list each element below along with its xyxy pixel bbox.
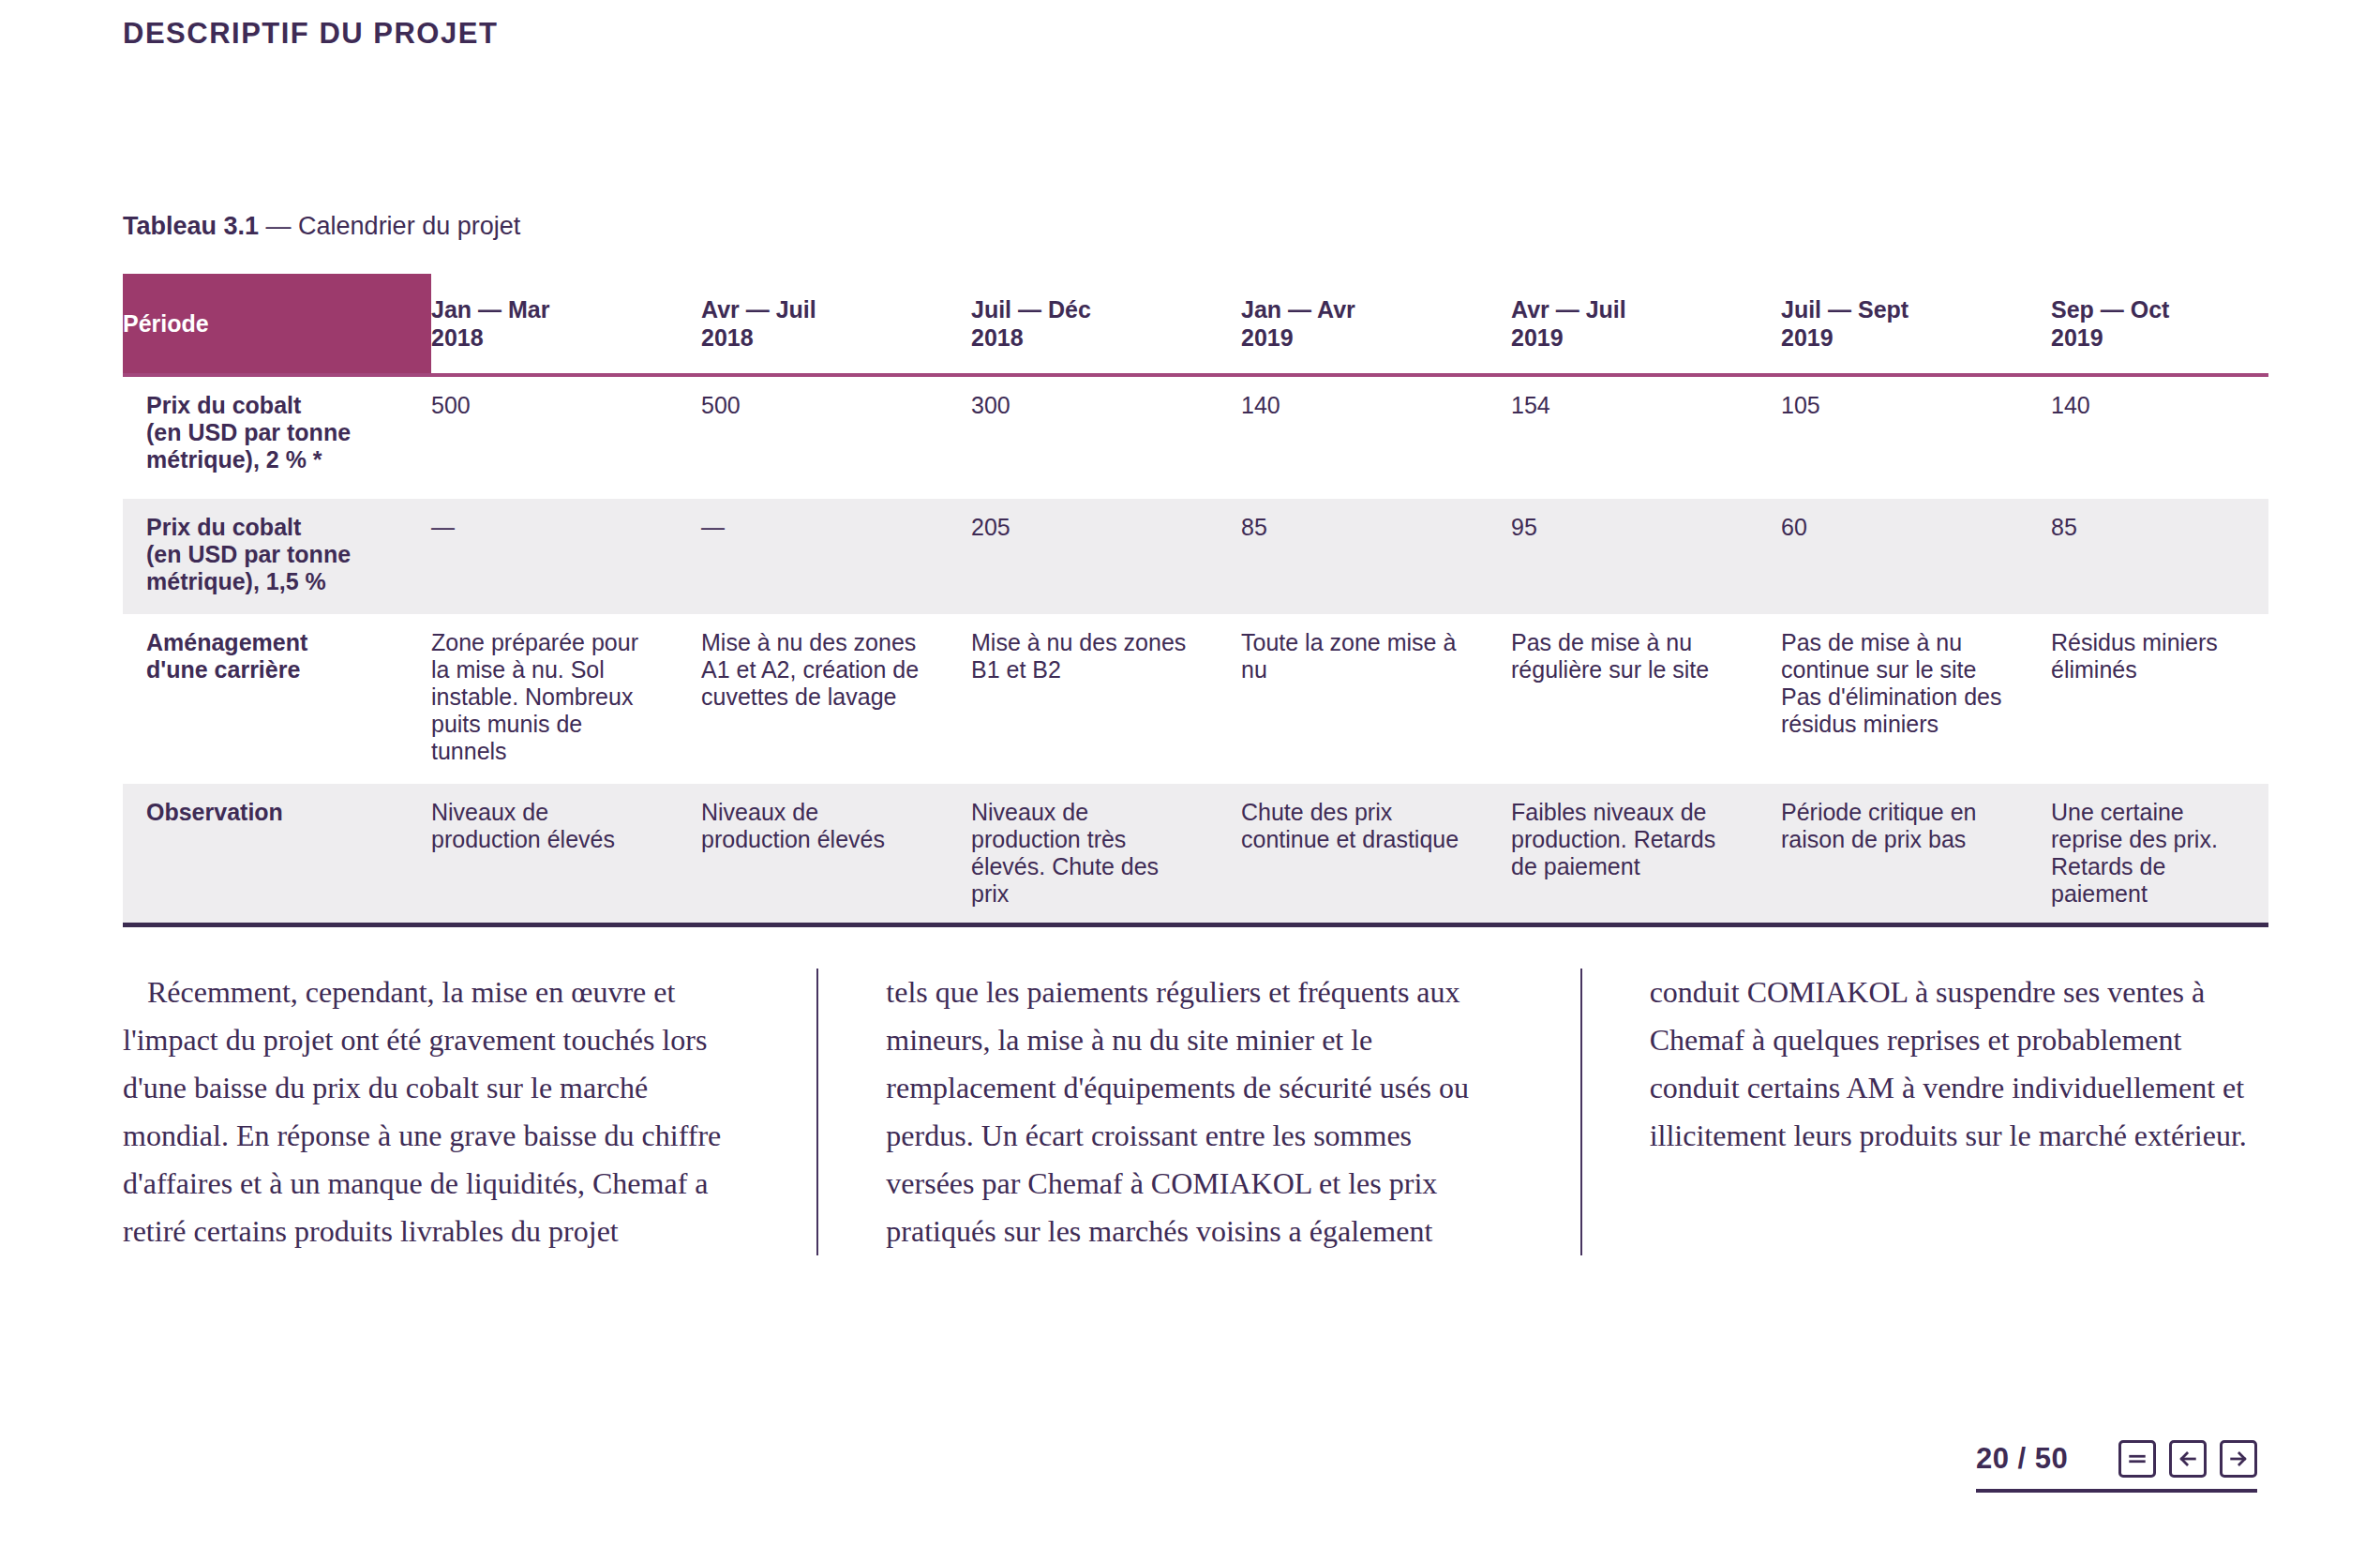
column-header-year: 2019: [1781, 323, 2051, 352]
table-header-row: Période Jan — Mar 2018 Avr — Juil 2018 J…: [123, 274, 2268, 375]
column-header-range: Juil — Déc: [971, 295, 1241, 323]
column-header-range: Jan — Mar: [431, 295, 701, 323]
paragraph: conduit COMIAKOL à suspendre ses ventes …: [1650, 969, 2268, 1160]
table-cell: 205: [971, 499, 1241, 614]
column-header-year: 2018: [971, 323, 1241, 352]
table-cell: 105: [1781, 375, 2051, 499]
table-row: Observation Niveaux de production élevés…: [123, 784, 2268, 925]
table-row: Prix du cobalt (en USD par tonne métriqu…: [123, 499, 2268, 614]
table-cell: Niveaux de production élevés: [701, 784, 971, 925]
column-header-year: 2019: [1241, 323, 1511, 352]
column-header-year: 2019: [2051, 323, 2268, 352]
table-row: Prix du cobalt (en USD par tonne métriqu…: [123, 375, 2268, 499]
paragraph: tels que les paiements réguliers et fréq…: [886, 969, 1504, 1255]
column-header-range: Avr — Juil: [1511, 295, 1781, 323]
row-label: Aménagement d'une carrière: [123, 614, 431, 784]
table-cell: Chute des prix continue et drastique: [1241, 784, 1511, 925]
column-header: Juil — Sept 2019: [1781, 274, 2051, 375]
body-text-columns: Récemment, cependant, la mise en œuvre e…: [123, 969, 2268, 1255]
table-cell: 85: [2051, 499, 2268, 614]
page-title: DESCRIPTIF DU PROJET: [123, 17, 498, 51]
table-cell: Niveaux de production très élevés. Chute…: [971, 784, 1241, 925]
paragraph: Récemment, cependant, la mise en œuvre e…: [123, 969, 741, 1255]
table-cell: Niveaux de production élevés: [431, 784, 701, 925]
period-header-cell: Période: [123, 274, 431, 375]
document-page: DESCRIPTIF DU PROJET Tableau 3.1 — Calen…: [0, 0, 2380, 1547]
pager: 20 / 50: [1976, 1440, 2257, 1493]
column-header: Sep — Oct 2019: [2051, 274, 2268, 375]
pager-buttons: [2118, 1440, 2257, 1478]
table-cell: 500: [701, 375, 971, 499]
table-cell: Faibles niveaux de production. Retards d…: [1511, 784, 1781, 925]
column-header-range: Sep — Oct: [2051, 295, 2268, 323]
table-cell: Mise à nu des zones A1 et A2, création d…: [701, 614, 971, 784]
table-caption-number: Tableau 3.1: [123, 212, 259, 240]
project-calendar-table: Période Jan — Mar 2018 Avr — Juil 2018 J…: [123, 274, 2268, 927]
previous-page-button[interactable]: [2169, 1440, 2207, 1478]
table-cell: Mise à nu des zones B1 et B2: [971, 614, 1241, 784]
table-caption-text: — Calendrier du projet: [259, 212, 520, 240]
column-header-year: 2019: [1511, 323, 1781, 352]
arrow-right-icon: [2228, 1449, 2249, 1469]
column-header-year: 2018: [701, 323, 971, 352]
table-cell: Résidus miniers éliminés: [2051, 614, 2268, 784]
table-cell: Une certaine reprise des prix. Retards d…: [2051, 784, 2268, 925]
row-label: Observation: [123, 784, 431, 925]
column-header-range: Jan — Avr: [1241, 295, 1511, 323]
page-indicator: 20 / 50: [1976, 1442, 2068, 1476]
table-cell: 500: [431, 375, 701, 499]
row-label: Prix du cobalt (en USD par tonne métriqu…: [123, 499, 431, 614]
text-column-1: Récemment, cependant, la mise en œuvre e…: [123, 969, 816, 1255]
pager-underline: [1976, 1489, 2257, 1493]
table-cell: 300: [971, 375, 1241, 499]
contents-button[interactable]: [2118, 1440, 2156, 1478]
column-header: Jan — Avr 2019: [1241, 274, 1511, 375]
text-column-2: tels que les paiements réguliers et fréq…: [816, 969, 1579, 1255]
row-label: Prix du cobalt (en USD par tonne métriqu…: [123, 375, 431, 499]
text-column-3: conduit COMIAKOL à suspendre ses ventes …: [1580, 969, 2268, 1255]
table-cell: Pas de mise à nu continue sur le site Pa…: [1781, 614, 2051, 784]
table-cell: Période critique en raison de prix bas: [1781, 784, 2051, 925]
table-cell: 85: [1241, 499, 1511, 614]
column-header-year: 2018: [431, 323, 701, 352]
table-caption: Tableau 3.1 — Calendrier du projet: [123, 212, 520, 241]
table-cell: Zone préparée pour la mise à nu. Sol ins…: [431, 614, 701, 784]
table-row: Aménagement d'une carrière Zone préparée…: [123, 614, 2268, 784]
next-page-button[interactable]: [2220, 1440, 2257, 1478]
column-header: Avr — Juil 2019: [1511, 274, 1781, 375]
column-header-range: Avr — Juil: [701, 295, 971, 323]
table-cell: Pas de mise à nu régulière sur le site: [1511, 614, 1781, 784]
arrow-left-icon: [2178, 1449, 2198, 1469]
table-cell: 140: [1241, 375, 1511, 499]
column-header: Avr — Juil 2018: [701, 274, 971, 375]
table-cell: —: [431, 499, 701, 614]
table-cell: 154: [1511, 375, 1781, 499]
table-cell: 60: [1781, 499, 2051, 614]
column-header-range: Juil — Sept: [1781, 295, 2051, 323]
table-cell: Toute la zone mise à nu: [1241, 614, 1511, 784]
column-header: Juil — Déc 2018: [971, 274, 1241, 375]
table-cell: 140: [2051, 375, 2268, 499]
table-cell: 95: [1511, 499, 1781, 614]
contents-lines-icon: [2127, 1449, 2148, 1469]
table-cell: —: [701, 499, 971, 614]
column-header: Jan — Mar 2018: [431, 274, 701, 375]
